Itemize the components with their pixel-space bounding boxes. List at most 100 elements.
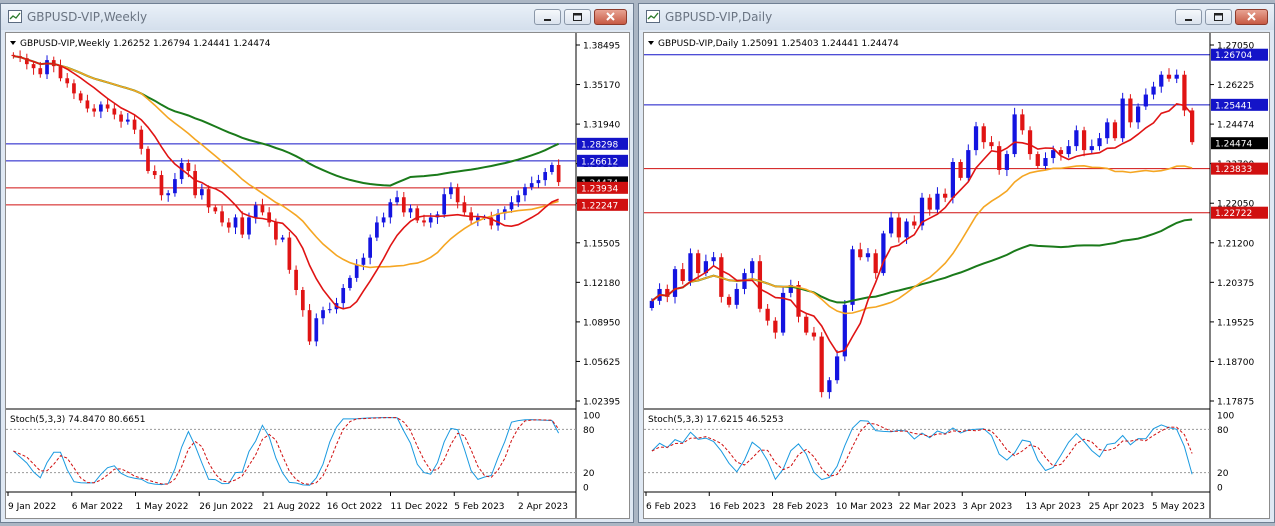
indicator-scale-label: 80	[583, 426, 595, 436]
weekly-chart-canvas[interactable]: GBPUSD-VIP,Weekly 1.26252 1.26794 1.2444…	[6, 33, 629, 518]
stoch-signal-line	[651, 422, 1193, 477]
candle-body	[796, 284, 801, 317]
candle-body	[152, 171, 157, 176]
candle-body	[834, 356, 840, 381]
candle-body	[688, 253, 693, 282]
moving-average-mid	[13, 55, 559, 269]
time-axis-label: 9 Jan 2022	[8, 502, 56, 512]
price-level-badge	[1211, 98, 1268, 111]
candle-body	[1097, 138, 1102, 147]
candle-body	[873, 253, 878, 274]
time-axis-label: 1 May 2022	[136, 502, 189, 512]
time-axis-label: 22 Mar 2023	[899, 502, 956, 512]
candle-body	[958, 162, 963, 178]
indicator-scale-label: 0	[583, 484, 589, 494]
weekly-chart-window[interactable]: GBPUSD-VIP,Weekly GBPUSD-VIP,Weekly 1.26…	[0, 3, 634, 523]
candle-body	[496, 213, 500, 226]
daily-chart-canvas[interactable]: GBPUSD-VIP,Daily 1.25091 1.25403 1.24441…	[644, 33, 1269, 518]
candle-body	[105, 104, 110, 109]
candle-body	[146, 148, 150, 172]
candle-body	[1027, 130, 1033, 155]
candle-body	[516, 195, 521, 203]
daily-title-bar[interactable]: GBPUSD-VIP,Daily	[639, 4, 1274, 30]
weekly-title-bar[interactable]: GBPUSD-VIP,Weekly	[1, 4, 633, 30]
candle-body	[1035, 154, 1040, 166]
candle-body	[1166, 74, 1172, 79]
candle-body	[476, 217, 480, 221]
restore-button[interactable]	[1205, 9, 1232, 25]
candle-body	[973, 126, 979, 151]
candle-body	[206, 189, 211, 208]
daily-chart-window[interactable]: GBPUSD-VIP,Daily GBPUSD-VIP,Daily 1.2509…	[638, 3, 1275, 523]
daily-window-title: GBPUSD-VIP,Daily	[665, 10, 773, 24]
time-axis-label: 28 Feb 2023	[773, 502, 829, 512]
minimize-button[interactable]	[534, 9, 561, 25]
candle-body	[287, 237, 292, 270]
weekly-chart-area[interactable]: GBPUSD-VIP,Weekly 1.26252 1.26794 1.2444…	[5, 32, 630, 519]
time-axis-label: 16 Feb 2023	[709, 502, 765, 512]
candle-body	[1151, 86, 1156, 95]
time-axis-label: 16 Oct 2022	[327, 502, 383, 512]
candle-body	[119, 114, 123, 122]
time-axis-label: 2 Apr 2023	[518, 502, 568, 512]
candle-body	[341, 287, 346, 304]
candle-body	[819, 336, 824, 393]
candle-body	[348, 277, 352, 288]
price-scale-label: 1.22050	[1217, 200, 1254, 210]
price-scale-label: 1.31940	[583, 121, 620, 131]
candle-body	[550, 164, 554, 173]
moving-average-mid	[651, 164, 1193, 315]
candle-body	[543, 172, 548, 181]
time-axis-label: 21 Aug 2022	[263, 502, 321, 512]
candle-body	[395, 197, 399, 203]
candle-body	[1182, 74, 1187, 111]
candle-body	[92, 108, 96, 112]
restore-button[interactable]	[564, 9, 591, 25]
price-level-badge	[577, 198, 628, 211]
candle-body	[529, 183, 534, 188]
candle-body	[734, 288, 739, 305]
candle-body	[780, 292, 786, 333]
candle-body	[696, 253, 701, 274]
minimize-button[interactable]	[1175, 9, 1202, 25]
price-level-badge	[577, 137, 628, 150]
candle-body	[112, 108, 117, 115]
moving-average-slow	[651, 218, 1193, 304]
candle-body	[1174, 74, 1179, 79]
price-scale-label: 1.38495	[583, 42, 620, 52]
price-scale-label: 1.26225	[1217, 81, 1254, 91]
price-level-label: 1.24474	[1215, 140, 1252, 150]
indicator-scale-label: 0	[1217, 484, 1223, 494]
daily-chart-area[interactable]: GBPUSD-VIP,Daily 1.25091 1.25403 1.24441…	[643, 32, 1270, 519]
close-button[interactable]	[594, 9, 627, 25]
candle-body	[226, 222, 231, 228]
candle-body	[442, 194, 447, 215]
candle-body	[300, 290, 305, 311]
moving-average-fast	[13, 55, 559, 310]
candle-body	[85, 100, 90, 109]
candle-body	[680, 269, 685, 282]
candle-body	[927, 197, 932, 210]
candle-body	[757, 261, 763, 309]
candle-body	[1112, 122, 1118, 139]
price-level-label: 1.28298	[581, 140, 618, 150]
candle-body	[132, 119, 137, 130]
candle-body	[1074, 130, 1079, 147]
close-button[interactable]	[1235, 9, 1268, 25]
candle-body	[1058, 150, 1064, 155]
candle-body	[1105, 122, 1110, 139]
candle-body	[455, 187, 460, 203]
candle-body	[1066, 146, 1071, 155]
candle-body	[220, 211, 224, 223]
chart-header: GBPUSD-VIP,Weekly 1.26252 1.26794 1.2444…	[20, 39, 271, 49]
candle-body	[950, 162, 955, 198]
chart-window-icon	[8, 10, 22, 23]
price-scale-label: 1.02395	[583, 398, 620, 408]
candle-body	[247, 217, 251, 235]
stoch-main-line	[651, 420, 1193, 481]
price-level-badge	[1211, 137, 1268, 150]
candle-body	[750, 261, 755, 274]
candle-body	[788, 284, 793, 293]
candle-body	[966, 150, 971, 178]
candle-body	[850, 249, 855, 305]
